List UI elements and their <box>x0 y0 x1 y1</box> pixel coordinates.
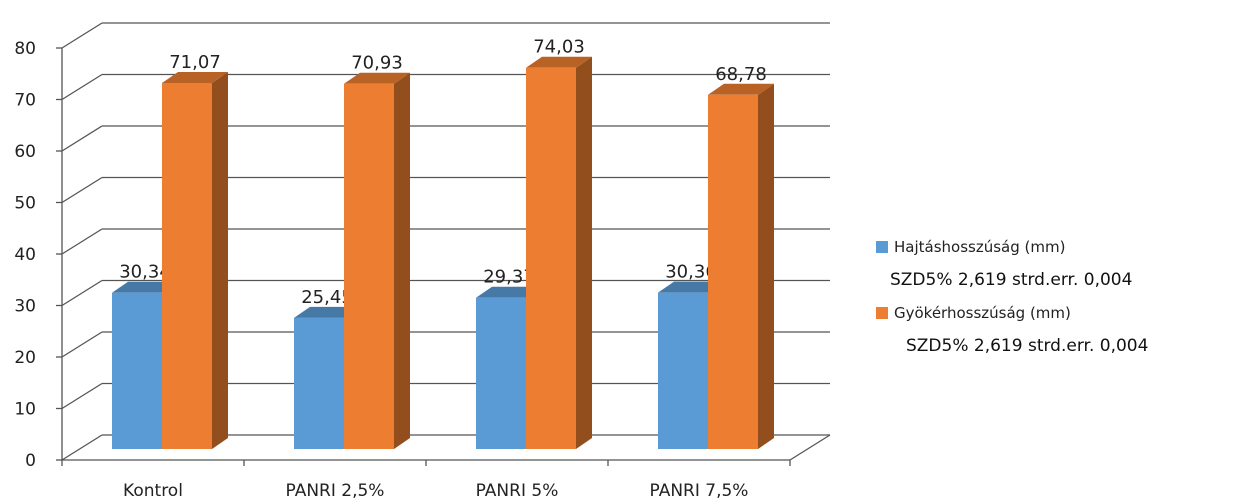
legend: Hajtáshosszúság (mm) SZD5% 2,619 strd.er… <box>876 234 1246 366</box>
bar-top-2 <box>344 72 410 84</box>
y-tick-label: 50 <box>14 194 36 214</box>
bar-series-2 <box>526 67 576 450</box>
data-label-series-1: 30,36 <box>665 262 717 283</box>
data-label-series-1: 30,34 <box>119 262 171 283</box>
data-label-series-2: 71,07 <box>169 52 221 73</box>
y-tick-label: 10 <box>14 400 36 420</box>
y-tick-label: 20 <box>14 348 36 368</box>
bar-side-2 <box>576 56 592 450</box>
gridline-diagonal <box>61 228 103 255</box>
gridline-diagonal <box>61 125 103 152</box>
bar-side-2 <box>212 71 228 449</box>
data-label-series-2: 74,03 <box>533 37 585 58</box>
legend-label-series-2: Gyökérhosszúság (mm) <box>894 304 1071 322</box>
data-label-series-1: 25,45 <box>301 287 353 308</box>
x-tick-label: Kontrol <box>123 481 183 501</box>
bar-series-1 <box>476 297 526 449</box>
legend-note-2: SZD5% 2,619 strd.err. 0,004 <box>906 336 1149 356</box>
bar-top-1 <box>112 281 178 293</box>
y-tick-label: 30 <box>14 297 36 317</box>
floor-right-edge <box>789 434 831 461</box>
data-label-series-2: 68,78 <box>715 64 767 85</box>
legend-item-series-2: Gyökérhosszúság (mm) <box>876 300 1246 326</box>
bar-series-2 <box>162 82 212 449</box>
bar-series-2 <box>344 83 394 449</box>
x-tick-label: PANRI 5% <box>476 481 559 501</box>
legend-note-1: SZD5% 2,619 strd.err. 0,004 <box>890 270 1133 290</box>
legend-swatch-series-2 <box>876 307 888 319</box>
legend-swatch-series-1 <box>876 241 888 253</box>
gridline-diagonal <box>61 434 103 461</box>
y-tick-label: 0 <box>25 451 36 471</box>
gridline-diagonal <box>61 331 103 358</box>
bar-top-1 <box>476 286 542 298</box>
bar-series-1 <box>112 292 162 449</box>
gridline-diagonal <box>61 279 103 307</box>
y-tick-label: 40 <box>14 245 36 265</box>
legend-item-series-1: Hajtáshosszúság (mm) <box>876 234 1246 260</box>
gridline-diagonal <box>61 176 103 204</box>
x-tick-label: PANRI 2,5% <box>286 481 385 501</box>
y-tick-label: 60 <box>14 142 36 162</box>
bar-top-2 <box>162 71 228 83</box>
gridline-diagonal <box>61 73 103 101</box>
bar-top-1 <box>294 306 360 318</box>
bar-side-2 <box>758 83 774 450</box>
gridline-diagonal <box>61 382 103 410</box>
gridline-diagonal <box>61 22 103 49</box>
bar-top-2 <box>526 56 592 68</box>
bar-series-2 <box>708 94 758 450</box>
data-label-series-1: 29,37 <box>483 267 535 288</box>
bar-series-1 <box>658 292 708 449</box>
bar-series-1 <box>294 317 344 449</box>
bar-top-2 <box>708 83 774 95</box>
y-tick-label: 70 <box>14 91 36 111</box>
bar-top-1 <box>658 281 724 293</box>
bar-side-2 <box>394 72 410 449</box>
x-tick-label: PANRI 7,5% <box>650 481 749 501</box>
legend-label-series-1: Hajtáshosszúság (mm) <box>894 238 1066 256</box>
y-tick-label: 80 <box>14 39 36 59</box>
data-label-series-2: 70,93 <box>351 53 403 74</box>
